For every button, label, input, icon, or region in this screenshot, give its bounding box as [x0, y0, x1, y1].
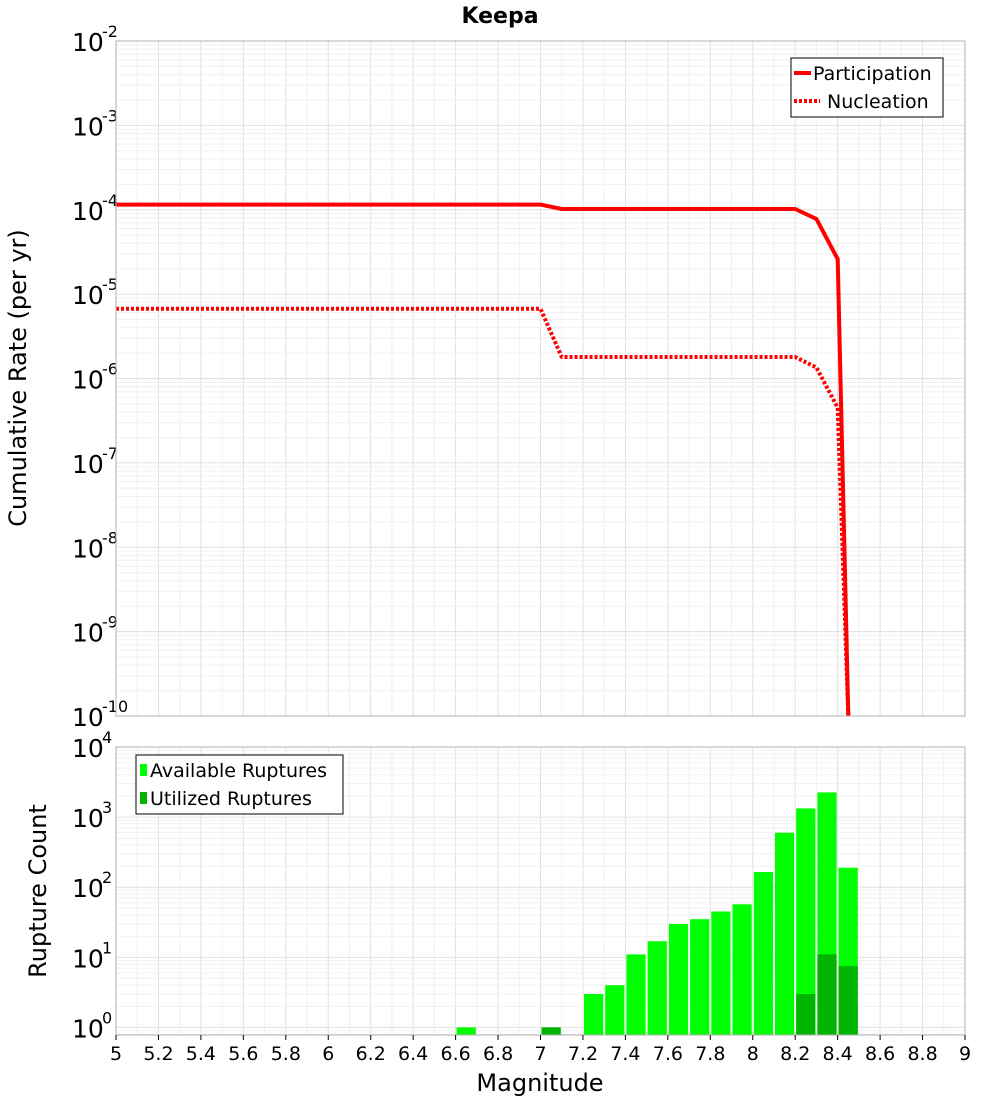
y-tick-label: 10	[72, 1014, 104, 1043]
y-tick-exponent: -9	[102, 613, 118, 632]
y-tick-label: 10	[72, 450, 104, 479]
y-tick-exponent: -3	[102, 106, 118, 125]
top-legend: Participation Nucleation	[790, 57, 944, 118]
x-tick-label: 9	[959, 1043, 971, 1065]
chart-title: Keepa	[461, 4, 538, 29]
bar-available	[711, 911, 731, 1035]
y-tick-label: 10	[72, 366, 104, 395]
y-tick-label: 10	[72, 534, 104, 563]
top-plot-grid	[115, 41, 966, 717]
x-tick-label: 7.2	[568, 1043, 598, 1065]
y-tick-exponent: 2	[102, 868, 112, 887]
legend-utilized-swatch	[140, 792, 147, 804]
x-tick-label: 7.6	[653, 1043, 683, 1065]
bar-available	[647, 941, 667, 1035]
x-tick-label: 5.6	[228, 1043, 258, 1065]
legend-available-label: Available Ruptures	[150, 760, 327, 782]
legend-utilized-label: Utilized Ruptures	[150, 788, 312, 810]
top-plot-area	[115, 40, 966, 717]
bar-utilized	[838, 966, 858, 1035]
x-tick-label: 6.2	[356, 1043, 386, 1065]
y-tick-exponent: -7	[102, 444, 118, 463]
x-tick-label: 5.2	[143, 1043, 173, 1065]
y-tick-exponent: 1	[102, 938, 112, 957]
bar-utilized	[817, 954, 837, 1035]
x-tick-label: 8	[747, 1043, 759, 1065]
y-tick-label: 10	[72, 281, 104, 310]
y-tick-exponent: -6	[102, 360, 118, 379]
x-axis-label: Magnitude	[476, 1069, 603, 1097]
y-tick-exponent: -8	[102, 528, 118, 547]
bar-available	[690, 919, 710, 1035]
x-tick-label: 5	[110, 1043, 122, 1065]
x-tick-label: 5.4	[186, 1043, 216, 1065]
top-y-axis-label: Cumulative Rate (per yr)	[4, 229, 32, 527]
legend-participation-label: Participation	[813, 63, 932, 85]
bar-available	[584, 994, 604, 1035]
y-tick-label: 10	[72, 734, 104, 763]
top-legend-box	[790, 57, 944, 118]
bar-available	[456, 1027, 476, 1035]
series-line-participation	[116, 202, 851, 717]
bar-available	[626, 954, 646, 1035]
bar-available	[775, 832, 795, 1035]
bottom-plot-bars	[456, 792, 858, 1035]
bottom-legend-box	[135, 754, 344, 815]
y-tick-exponent: 0	[102, 1008, 112, 1027]
bar-utilized	[541, 1027, 561, 1035]
bar-available	[605, 985, 625, 1035]
x-tick-label: 6	[322, 1043, 334, 1065]
y-tick-exponent: -5	[102, 275, 118, 294]
x-axis-ticks: 5 5.2 5.4 5.6 5.8 6 6.2 6.4 6.6 6.8 7 7.2 7.4 7.6 7.8 8…	[110, 1035, 971, 1065]
top-plot-lines	[116, 202, 851, 717]
y-tick-label: 10	[72, 874, 104, 903]
y-tick-label: 10	[72, 804, 104, 833]
y-tick-label: 10	[72, 703, 104, 732]
y-tick-label: 10	[72, 112, 104, 141]
x-tick-label: 6.8	[483, 1043, 513, 1065]
x-tick-label: 7.8	[695, 1043, 725, 1065]
bar-available	[668, 923, 689, 1035]
x-tick-label: 7	[534, 1043, 546, 1065]
legend-available-swatch	[140, 764, 147, 776]
x-tick-label: 8.8	[907, 1043, 937, 1065]
y-tick-exponent: -10	[102, 697, 128, 716]
legend-nucleation-label: Nucleation	[827, 91, 929, 113]
y-tick-exponent: -4	[102, 191, 118, 210]
y-tick-label: 10	[72, 197, 104, 226]
y-tick-label: 10	[72, 619, 104, 648]
x-tick-label: 6.6	[440, 1043, 470, 1065]
y-tick-exponent: -2	[102, 22, 118, 41]
bar-available	[753, 872, 773, 1035]
bar-available	[796, 808, 816, 1035]
x-tick-label: 7.4	[610, 1043, 640, 1065]
bottom-y-axis-label: Rupture Count	[24, 804, 52, 978]
x-tick-label: 5.8	[271, 1043, 301, 1065]
x-tick-label: 6.4	[398, 1043, 428, 1065]
x-tick-label: 8.4	[823, 1043, 853, 1065]
y-tick-label: 10	[72, 944, 104, 973]
x-tick-label: 8.6	[865, 1043, 895, 1065]
y-tick-exponent: 3	[102, 798, 112, 817]
y-tick-exponent: 4	[102, 728, 112, 747]
bar-utilized	[796, 994, 816, 1035]
series-line-nucleation	[116, 306, 851, 717]
bar-available	[732, 904, 752, 1035]
x-tick-label: 8.2	[780, 1043, 810, 1065]
y-tick-label: 10	[72, 28, 104, 57]
bottom-legend: Available Ruptures Utilized Ruptures	[135, 754, 344, 815]
